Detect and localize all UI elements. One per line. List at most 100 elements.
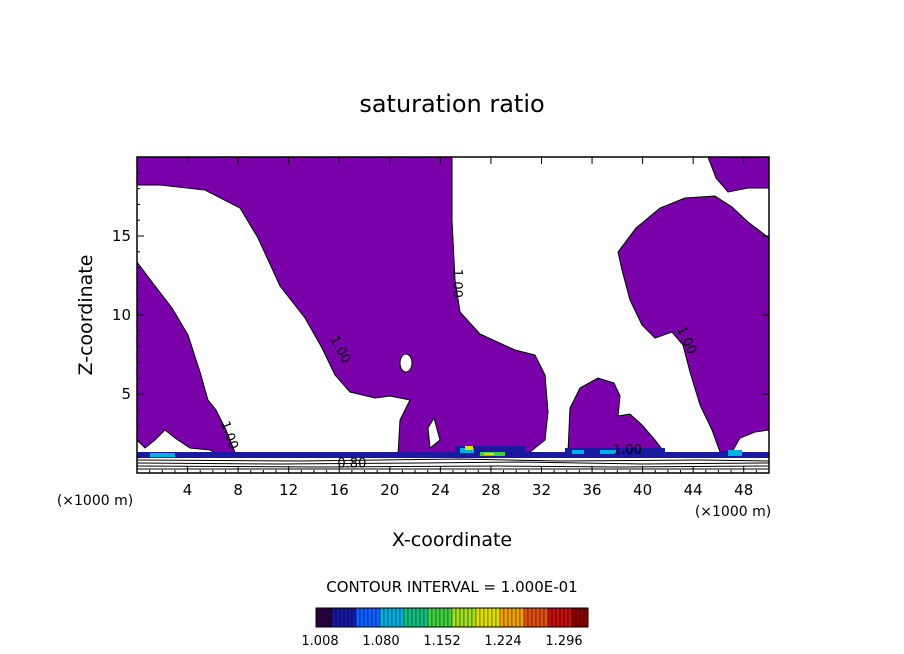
- contour-interval-label: CONTOUR INTERVAL = 1.000E-01: [326, 578, 577, 596]
- colorbar-tick-label: 1.224: [484, 634, 521, 649]
- colorbar: [315, 607, 589, 628]
- colorbar-cell: [315, 607, 321, 628]
- x-tick-label: 36: [582, 481, 601, 499]
- colorbar-cell: [451, 607, 457, 628]
- colorbar-cell: [347, 607, 353, 628]
- colorbar-cell: [435, 607, 441, 628]
- colorbar-cell: [471, 607, 477, 628]
- colorbar-cell: [407, 607, 413, 628]
- colorbar-cell: [551, 607, 557, 628]
- colorbar-cell: [527, 607, 533, 628]
- colorbar-cell: [579, 607, 585, 628]
- colorbar-tick-label: 1.152: [423, 634, 460, 649]
- colorbar-cell: [555, 607, 561, 628]
- contour-label: 0.80: [337, 456, 366, 471]
- colorbar-tick-label: 1.296: [545, 634, 582, 649]
- chart-title: saturation ratio: [359, 90, 544, 118]
- z-axis-ticks: 5 10 15: [112, 172, 769, 458]
- colorbar-cell: [503, 607, 509, 628]
- colorbar-cell: [459, 607, 465, 628]
- plot-area: 1.001.001.001.000.801.00: [137, 157, 769, 473]
- colorbar-cell: [567, 607, 573, 628]
- colorbar-cell: [443, 607, 449, 628]
- colorbar-cell: [363, 607, 369, 628]
- colorbar-cell: [547, 607, 553, 628]
- colorbar-cell: [523, 607, 529, 628]
- colorbar-cell: [411, 607, 417, 628]
- colorbar-cell: [519, 607, 525, 628]
- z-tick-label: 10: [112, 306, 131, 324]
- colorbar-cell: [575, 607, 581, 628]
- colorbar-cell: [391, 607, 397, 628]
- colorbar-cell: [343, 607, 349, 628]
- x-tick-label: 48: [734, 481, 753, 499]
- z-tick-label: 15: [112, 227, 131, 245]
- region-right-upper: [707, 157, 769, 193]
- colorbar-cell: [351, 607, 357, 628]
- contour-label: 1.00: [613, 443, 642, 458]
- colorbar-cell: [563, 607, 569, 628]
- z-axis-label: Z-coordinate: [75, 255, 97, 376]
- surface-contour-1: [137, 458, 769, 462]
- colorbar-cell: [371, 607, 377, 628]
- colorbar-cell: [479, 607, 485, 628]
- colorbar-cell: [403, 607, 409, 628]
- x-tick-label: 8: [233, 481, 243, 499]
- colorbar-cell: [399, 607, 405, 628]
- colorbar-cell: [415, 607, 421, 628]
- colorbar-cell: [383, 607, 389, 628]
- colorbar-cell: [323, 607, 329, 628]
- colorbar-cell: [511, 607, 517, 628]
- region-mid: [567, 377, 665, 453]
- dry-hole: [399, 353, 413, 373]
- colorbar-cell: [423, 607, 429, 628]
- x-unit-right: (×1000 m): [695, 504, 771, 520]
- colorbar-cell: [499, 607, 505, 628]
- colorbar-cell: [319, 607, 325, 628]
- x-tick-label: 28: [481, 481, 500, 499]
- contour-label: 1.00: [449, 269, 464, 298]
- near-surface-layer: [137, 446, 769, 473]
- x-tick-label: 24: [431, 481, 450, 499]
- colorbar-frame: [315, 607, 589, 628]
- region-right: [617, 195, 769, 453]
- colorbar-cell: [487, 607, 493, 628]
- x-tick-label: 44: [684, 481, 703, 499]
- x-tick-label: 16: [330, 481, 349, 499]
- z-tick-label: 5: [121, 385, 131, 403]
- colorbar-cell: [335, 607, 341, 628]
- colorbar-cell: [583, 607, 589, 628]
- colorbar-cell: [515, 607, 521, 628]
- colorbar-cell: [475, 607, 481, 628]
- colorbar-cell: [455, 607, 461, 628]
- x-tick-label: 12: [279, 481, 298, 499]
- surface-contour-2: [137, 461, 769, 465]
- colorbar-cell: [431, 607, 437, 628]
- x-tick-label: 32: [532, 481, 551, 499]
- surface-contour-3: [137, 465, 769, 468]
- colorbar-ticks: 1.008 1.080 1.152 1.224 1.296: [301, 634, 582, 649]
- x-tick-label: 4: [183, 481, 193, 499]
- colorbar-cell: [419, 607, 425, 628]
- x-tick-label: 20: [380, 481, 399, 499]
- colorbar-cell: [359, 607, 365, 628]
- colorbar-cell: [375, 607, 381, 628]
- colorbar-cell: [535, 607, 541, 628]
- colorbar-cell: [395, 607, 401, 628]
- x-axis-label: X-coordinate: [392, 529, 512, 551]
- colorbar-cell: [463, 607, 469, 628]
- colorbar-cell: [507, 607, 513, 628]
- colorbar-cell: [491, 607, 497, 628]
- colorbar-cell: [367, 607, 373, 628]
- colorbar-cell: [327, 607, 333, 628]
- colorbar-cell: [439, 607, 445, 628]
- colorbar-cell: [495, 607, 501, 628]
- colorbar-tick-label: 1.008: [301, 634, 338, 649]
- x-unit-left: (×1000 m): [57, 493, 133, 509]
- colorbar-cell: [467, 607, 473, 628]
- colorbar-cell: [543, 607, 549, 628]
- colorbar-cell: [331, 607, 337, 628]
- colorbar-cell: [447, 607, 453, 628]
- dry-notch: [427, 416, 441, 449]
